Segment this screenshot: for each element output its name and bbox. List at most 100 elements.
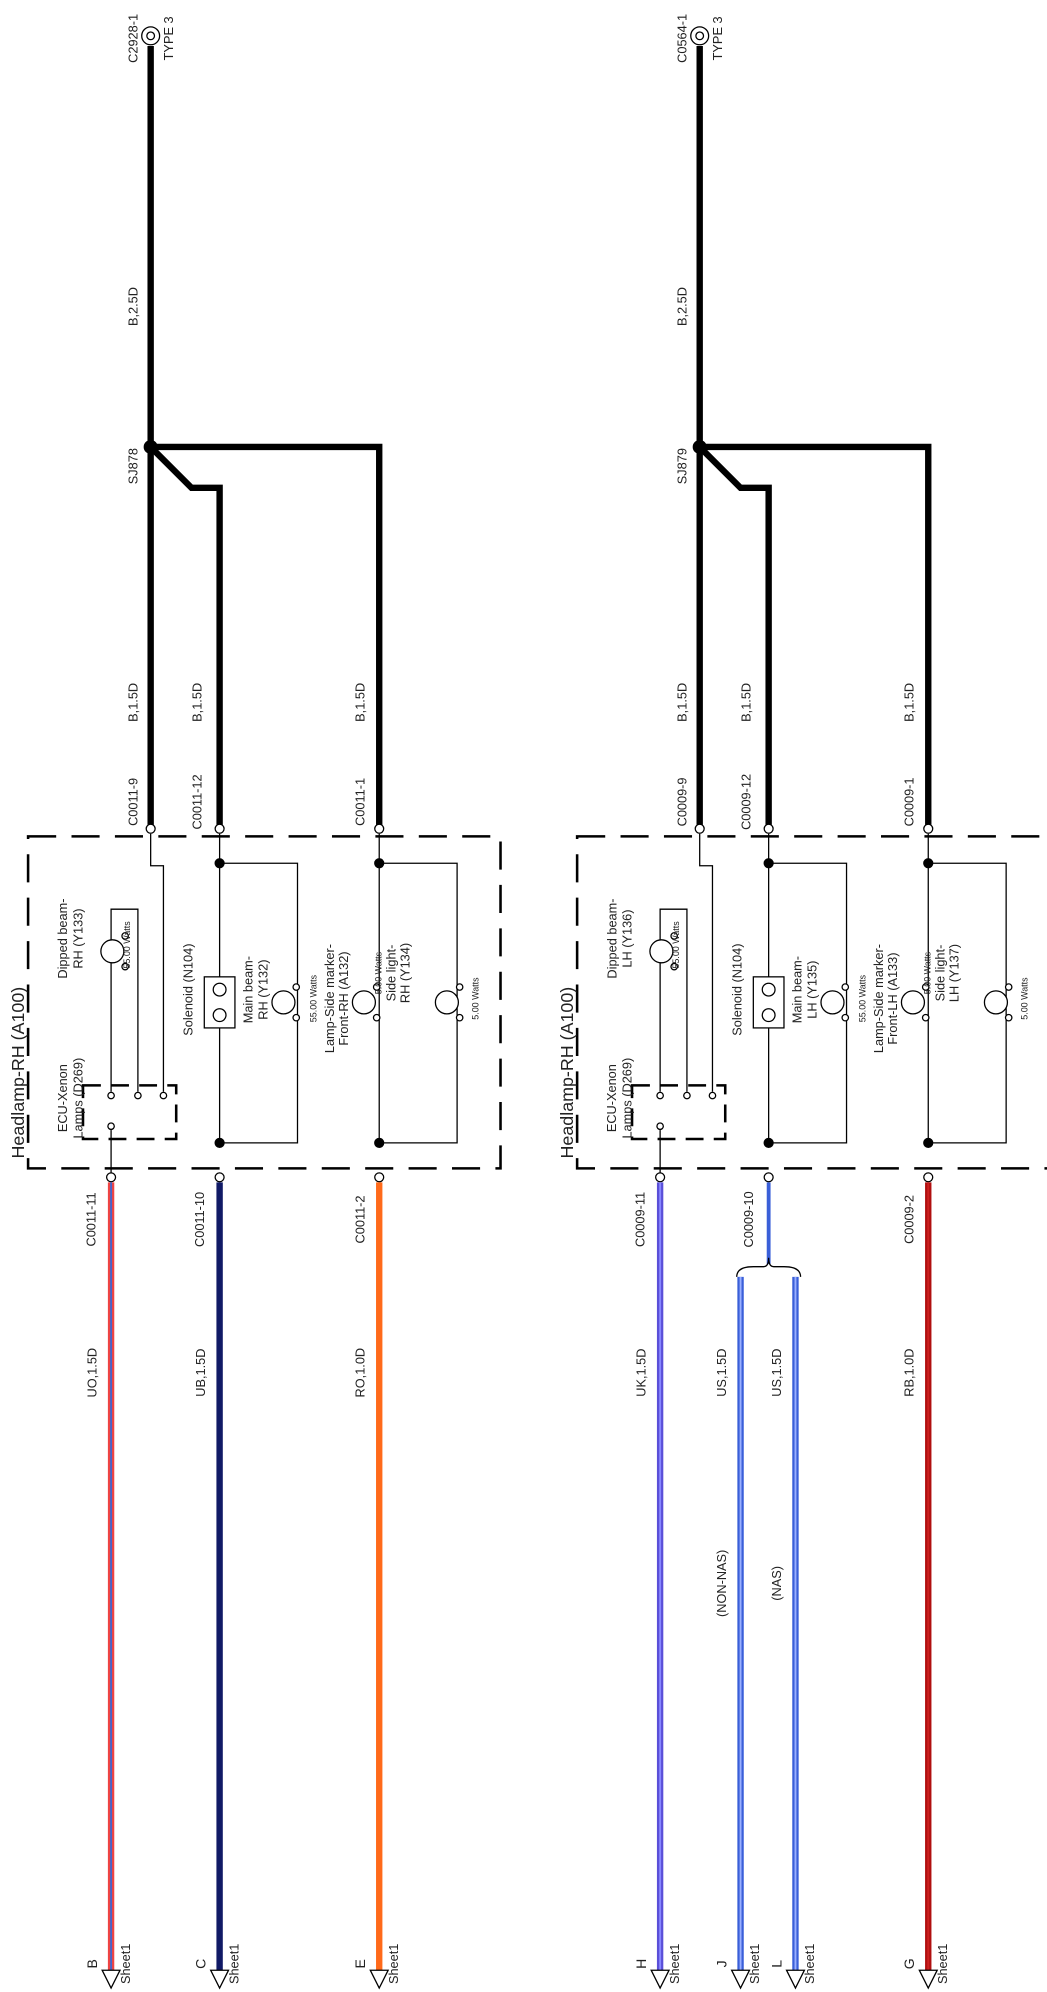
brace bbox=[736, 1257, 802, 1277]
junction-dot bbox=[214, 1137, 225, 1148]
junction-dot bbox=[763, 858, 774, 869]
junction-dot bbox=[214, 858, 225, 869]
ground-id: C2928-1 bbox=[125, 14, 140, 63]
arrow bbox=[101, 1969, 122, 1990]
lamp bbox=[271, 990, 296, 1015]
terminal bbox=[455, 1013, 464, 1022]
terminal bbox=[656, 1122, 664, 1131]
lamp bbox=[900, 990, 926, 1015]
connector-label: C0011-1 bbox=[353, 778, 368, 826]
rating-label: 5.00 Watts bbox=[374, 951, 384, 994]
internal-wire bbox=[659, 908, 688, 1092]
connector-label: C0009-12 bbox=[738, 774, 753, 830]
wire-spec: US,1.5D bbox=[714, 1349, 729, 1397]
terminal bbox=[372, 983, 381, 991]
component-label: Solenoid (N104) bbox=[729, 944, 744, 1036]
component-label: Lamp-Side marker- bbox=[322, 944, 337, 1053]
wire-spec: B,1.5D bbox=[125, 683, 140, 722]
connector-label: C0009-1 bbox=[902, 777, 917, 826]
arrow bbox=[730, 1969, 751, 1990]
wire bbox=[699, 443, 932, 825]
wire-spec: UB,1.5D bbox=[193, 1349, 208, 1397]
wire bbox=[697, 444, 772, 825]
lamp bbox=[649, 939, 674, 964]
connector-pin bbox=[105, 1172, 117, 1183]
component-label: ECU-Xenon bbox=[55, 1064, 70, 1132]
terminal bbox=[921, 983, 930, 991]
terminal bbox=[121, 932, 129, 940]
connector-label: C0011-12 bbox=[189, 774, 204, 829]
terminal bbox=[107, 1122, 115, 1131]
arrow bbox=[369, 1969, 390, 1990]
rating-label: 55.00 Watts bbox=[857, 974, 867, 1022]
sheet-label: Sheet1 bbox=[667, 1944, 682, 1984]
ground-symbol bbox=[146, 31, 156, 41]
terminal bbox=[670, 932, 678, 940]
splice-label: SJ879 bbox=[674, 448, 689, 484]
wire-spec: B,1.5D bbox=[189, 683, 204, 722]
wire-spec: US,1.5D bbox=[769, 1349, 784, 1397]
terminal bbox=[921, 1013, 930, 1022]
ecu-boundary bbox=[81, 1084, 178, 1141]
component-label: RH (Y134) bbox=[397, 943, 412, 1003]
wire-spec: UO,1.5D bbox=[85, 1348, 100, 1398]
rating-label: 5.00 Watts bbox=[1020, 977, 1030, 1020]
rating-label: 5.00 Watts bbox=[923, 951, 933, 994]
component-label: Dipped beam- bbox=[604, 898, 619, 978]
component-label: Lamps (D269) bbox=[620, 1058, 635, 1139]
connector-label: C0009-10 bbox=[741, 1191, 756, 1247]
connector-pin bbox=[214, 823, 225, 834]
terminal bbox=[372, 1013, 381, 1022]
junction-dot bbox=[923, 858, 934, 869]
ground-symbol bbox=[695, 31, 705, 41]
destination-label: G bbox=[901, 1958, 917, 1969]
ground-type: TYPE 3 bbox=[161, 16, 176, 60]
terminal bbox=[292, 983, 301, 991]
wire-spec: B,1.5D bbox=[674, 683, 689, 722]
destination-label: J bbox=[713, 1960, 729, 1967]
connector-pin bbox=[145, 823, 156, 834]
solenoid-pin bbox=[212, 1008, 227, 1023]
rating-label: 55.00 Watts bbox=[308, 974, 318, 1022]
terminal bbox=[841, 1013, 850, 1022]
splice-dot bbox=[692, 439, 707, 454]
junction-dot bbox=[374, 1137, 385, 1148]
ground-type: TYPE 3 bbox=[710, 16, 725, 60]
sheet-label: Sheet1 bbox=[118, 1944, 133, 1984]
connector-pin bbox=[763, 1172, 774, 1183]
connector-pin bbox=[214, 1172, 225, 1183]
connector-pin bbox=[374, 1172, 385, 1183]
component-label: RH (Y132) bbox=[256, 959, 271, 1019]
arrow bbox=[918, 1969, 939, 1990]
component-label: RH (Y133) bbox=[71, 908, 86, 968]
terminal bbox=[121, 962, 129, 971]
lamp bbox=[820, 990, 845, 1015]
component-label: Lamps (D269) bbox=[71, 1058, 86, 1139]
lamp bbox=[983, 990, 1009, 1015]
internal-wire bbox=[110, 908, 139, 1092]
rating-label: 55.00 Watts bbox=[671, 921, 681, 969]
wire-spec: B,1.5D bbox=[738, 683, 753, 722]
terminal bbox=[107, 1091, 115, 1100]
connector-label: C0009-11 bbox=[632, 1192, 647, 1247]
component-boundary bbox=[26, 835, 502, 1170]
terminal bbox=[292, 1013, 301, 1022]
rating-label: 5.00 Watts bbox=[471, 977, 481, 1020]
component-boundary bbox=[575, 835, 1047, 1170]
connector-pin bbox=[694, 823, 705, 834]
terminal bbox=[708, 1091, 717, 1100]
sheet-label: Sheet1 bbox=[386, 1944, 401, 1984]
connector-label: C0011-2 bbox=[353, 1195, 368, 1243]
terminal bbox=[134, 1091, 142, 1100]
ecu-boundary bbox=[630, 1084, 727, 1141]
terminal bbox=[841, 983, 850, 991]
wire-spec: B,1.5D bbox=[353, 683, 368, 722]
wire-spec: B,2.5D bbox=[125, 287, 140, 326]
component-label: Side light- bbox=[383, 945, 398, 1002]
wire-spec: B,2.5D bbox=[674, 287, 689, 326]
terminal bbox=[455, 983, 464, 991]
component-label: LH (Y137) bbox=[946, 944, 961, 1002]
sheet-label: Sheet1 bbox=[802, 1944, 817, 1984]
